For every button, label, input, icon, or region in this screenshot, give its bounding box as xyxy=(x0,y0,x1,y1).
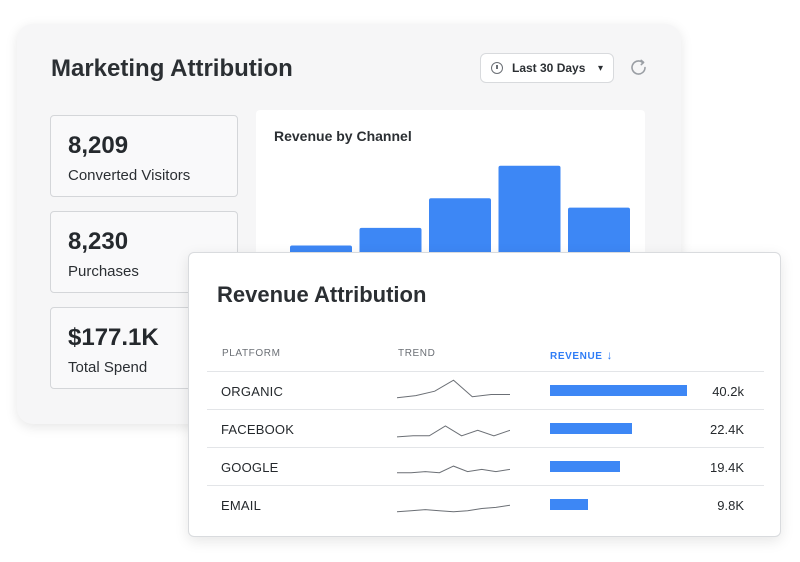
table-row[interactable]: EMAIL 9.8K xyxy=(207,485,764,523)
stat-value: 8,230 xyxy=(68,228,129,255)
revenue-value: 19.4K xyxy=(710,460,744,475)
revenue-bar xyxy=(550,423,633,434)
platform-name: ORGANIC xyxy=(221,384,284,399)
trend-sparkline xyxy=(397,504,510,513)
page-title: Marketing Attribution xyxy=(51,55,293,82)
revenue-bar xyxy=(550,461,620,472)
trend-sparkline xyxy=(397,425,510,438)
revenue-attribution-card: Revenue Attribution PLATFORM TREND REVEN… xyxy=(188,252,781,537)
revenue-value: 22.4K xyxy=(710,422,744,437)
clock-icon xyxy=(491,62,503,74)
trend-line xyxy=(397,504,510,513)
stat-card-converted-visitors: 8,209 Converted Visitors xyxy=(50,115,238,197)
platform-name: GOOGLE xyxy=(221,460,279,475)
revenue-value: 9.8K xyxy=(717,498,744,513)
trend-line xyxy=(397,465,510,474)
sort-down-icon: ↓ xyxy=(606,348,614,362)
column-header-trend[interactable]: TREND xyxy=(398,348,436,359)
revenue-header-label: REVENUE xyxy=(550,351,603,362)
platform-name: FACEBOOK xyxy=(221,422,295,437)
table-row[interactable]: ORGANIC 40.2k xyxy=(207,371,764,409)
trend-sparkline xyxy=(397,379,510,399)
date-range-select[interactable]: Last 30 Days ▾ xyxy=(480,53,614,83)
stat-label: Total Spend xyxy=(68,359,148,376)
trend-line xyxy=(397,379,510,399)
trend-sparkline xyxy=(397,465,510,474)
trend-line xyxy=(397,425,510,438)
revenue-value: 40.2k xyxy=(712,384,744,399)
stat-label: Converted Visitors xyxy=(68,167,191,184)
stat-label: Purchases xyxy=(68,263,139,280)
stat-value: 8,209 xyxy=(68,132,129,159)
column-header-platform[interactable]: PLATFORM xyxy=(222,348,281,359)
chevron-down-icon: ▾ xyxy=(597,62,603,74)
stat-value: $177.1K xyxy=(68,324,159,351)
revenue-bar xyxy=(550,499,589,510)
revenue-bar xyxy=(550,385,687,396)
revenue-attribution-title: Revenue Attribution xyxy=(217,282,427,307)
table-row[interactable]: FACEBOOK 22.4K xyxy=(207,409,764,447)
date-range-label: Last 30 Days xyxy=(512,61,586,75)
column-header-revenue[interactable]: REVENUE ↓ xyxy=(550,348,613,362)
refresh-icon[interactable] xyxy=(629,58,649,78)
chart-title: Revenue by Channel xyxy=(274,128,412,144)
table-row[interactable]: GOOGLE 19.4K xyxy=(207,447,764,485)
platform-name: EMAIL xyxy=(221,498,262,513)
